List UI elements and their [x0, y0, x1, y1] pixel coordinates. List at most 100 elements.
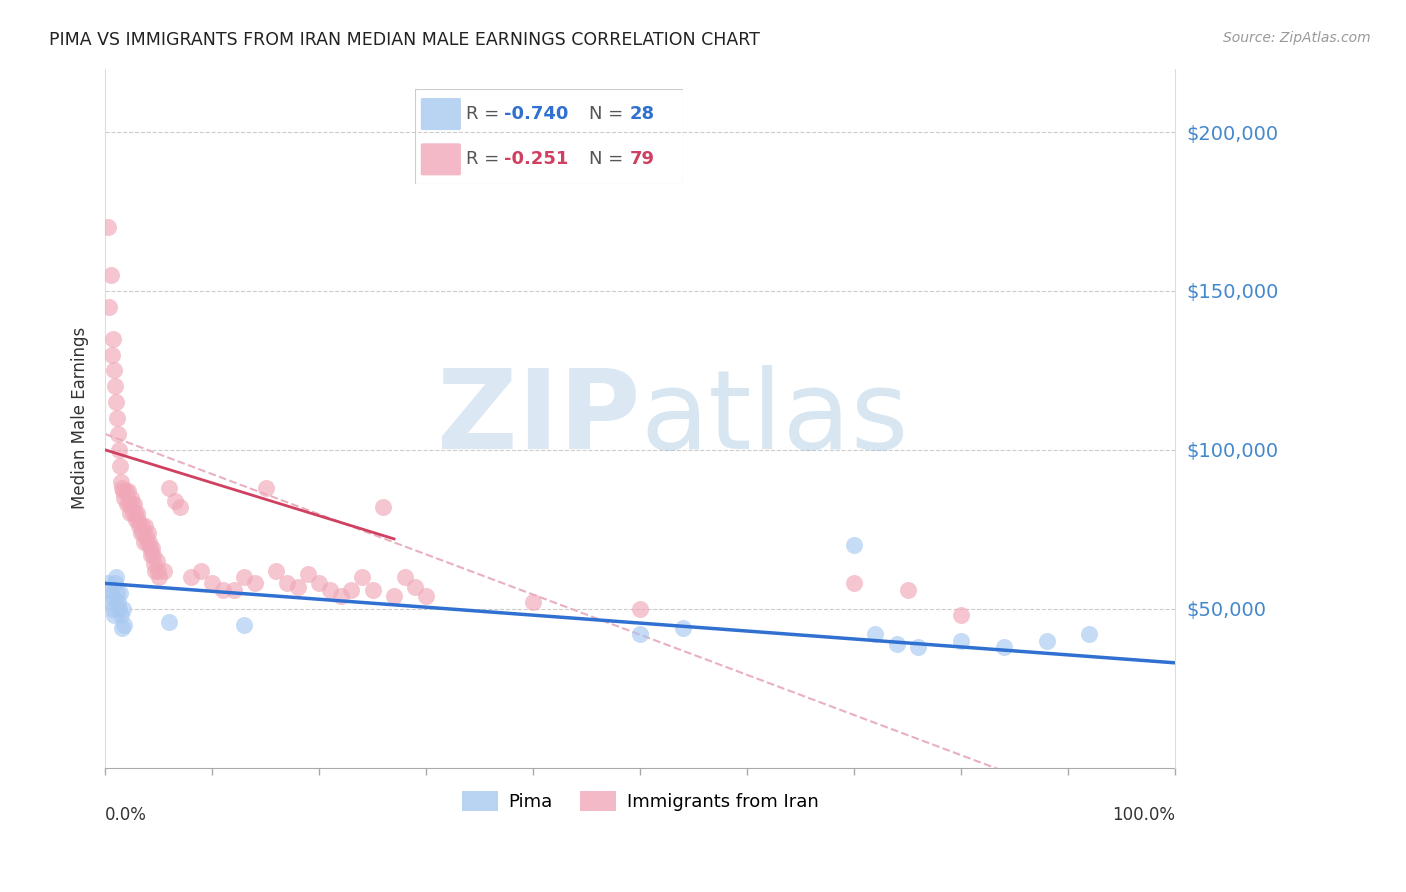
Point	[104, 570, 127, 584]
Point	[382, 589, 405, 603]
Point	[131, 525, 153, 540]
Point	[276, 576, 298, 591]
Point	[124, 507, 146, 521]
Point	[842, 538, 865, 552]
Point	[190, 564, 212, 578]
Point	[136, 535, 159, 549]
Point	[108, 458, 131, 473]
Point	[146, 564, 169, 578]
Point	[222, 582, 245, 597]
Point	[97, 576, 120, 591]
Point	[993, 640, 1015, 654]
Point	[108, 602, 131, 616]
Point	[112, 602, 135, 616]
Point	[897, 582, 920, 597]
Point	[118, 507, 141, 521]
Point	[415, 589, 437, 603]
Point	[135, 529, 157, 543]
Point	[404, 580, 426, 594]
Point	[842, 576, 865, 591]
Point	[97, 220, 120, 235]
Point	[108, 442, 131, 457]
Point	[121, 497, 143, 511]
Point	[180, 570, 202, 584]
Y-axis label: Median Male Earnings: Median Male Earnings	[72, 327, 89, 509]
Point	[129, 525, 152, 540]
Point	[266, 564, 288, 578]
Point	[114, 617, 136, 632]
Point	[101, 602, 124, 616]
Point	[127, 513, 149, 527]
Point	[233, 570, 256, 584]
Point	[104, 379, 127, 393]
Point	[157, 481, 180, 495]
Text: 0.0%: 0.0%	[105, 806, 148, 824]
Text: 100.0%: 100.0%	[1112, 806, 1175, 824]
Legend: Pima, Immigrants from Iran: Pima, Immigrants from Iran	[454, 784, 825, 818]
Point	[907, 640, 929, 654]
Point	[628, 602, 651, 616]
Point	[628, 627, 651, 641]
Point	[145, 564, 167, 578]
Point	[105, 411, 128, 425]
Point	[141, 541, 163, 556]
Point	[157, 615, 180, 629]
Point	[233, 617, 256, 632]
Point	[672, 621, 695, 635]
Text: Source: ZipAtlas.com: Source: ZipAtlas.com	[1223, 31, 1371, 45]
Point	[115, 497, 138, 511]
Point	[522, 595, 544, 609]
Point	[107, 427, 129, 442]
Point	[148, 570, 170, 584]
Point	[120, 491, 142, 505]
Point	[373, 500, 395, 514]
Point	[122, 507, 145, 521]
Point	[98, 300, 121, 314]
Point	[104, 395, 127, 409]
Point	[153, 564, 176, 578]
Point	[110, 608, 132, 623]
Point	[142, 548, 165, 562]
Point	[108, 586, 131, 600]
Point	[117, 484, 139, 499]
Point	[139, 541, 162, 556]
Point	[112, 484, 135, 499]
Point	[132, 535, 155, 549]
Point	[950, 608, 973, 623]
Point	[350, 570, 373, 584]
Point	[111, 481, 134, 495]
Point	[394, 570, 416, 584]
Point	[169, 500, 191, 514]
Point	[105, 586, 128, 600]
Point	[145, 554, 167, 568]
Point	[131, 519, 153, 533]
Point	[319, 582, 342, 597]
Point	[950, 633, 973, 648]
Point	[1035, 633, 1057, 648]
Point	[125, 513, 148, 527]
Point	[243, 576, 266, 591]
Point	[143, 558, 166, 572]
Point	[287, 580, 309, 594]
Point	[118, 497, 141, 511]
Point	[100, 268, 122, 282]
Point	[201, 576, 224, 591]
Point	[1078, 627, 1101, 641]
Point	[212, 582, 235, 597]
Text: atlas: atlas	[640, 365, 908, 472]
Point	[100, 589, 122, 603]
Text: ZIP: ZIP	[437, 365, 640, 472]
Point	[886, 637, 908, 651]
Point	[114, 491, 136, 505]
Point	[114, 484, 136, 499]
Point	[101, 332, 124, 346]
Text: PIMA VS IMMIGRANTS FROM IRAN MEDIAN MALE EARNINGS CORRELATION CHART: PIMA VS IMMIGRANTS FROM IRAN MEDIAN MALE…	[49, 31, 761, 49]
Point	[134, 519, 156, 533]
Point	[297, 566, 319, 581]
Point	[127, 507, 149, 521]
Point	[163, 493, 186, 508]
Point	[122, 497, 145, 511]
Point	[340, 582, 363, 597]
Point	[136, 525, 159, 540]
Point	[100, 595, 122, 609]
